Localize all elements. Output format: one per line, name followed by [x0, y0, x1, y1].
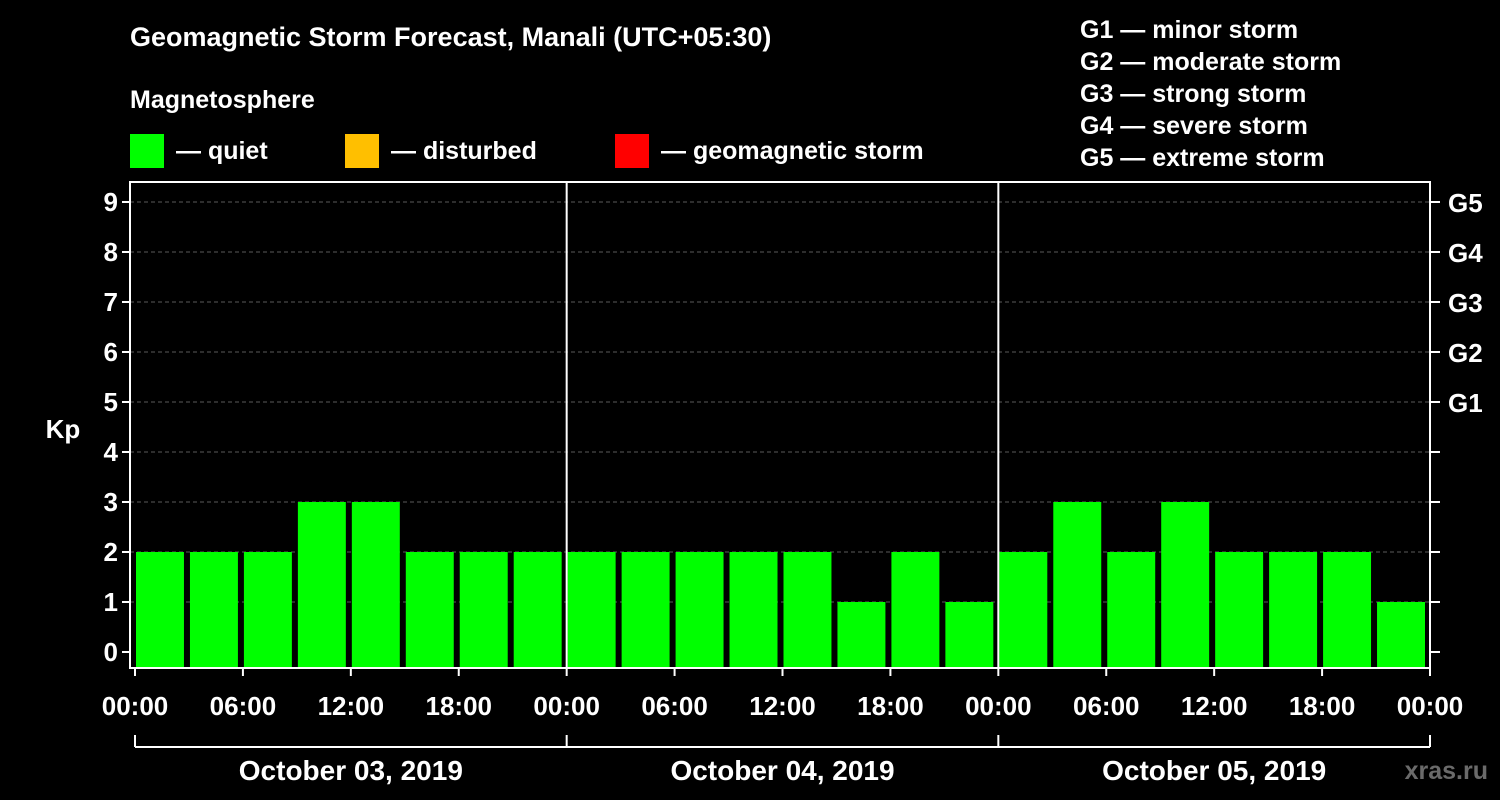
g-scale-g5: G5 — extreme storm: [1080, 144, 1325, 172]
y-tick-label: 3: [104, 487, 118, 517]
g-axis-label: G4: [1448, 238, 1483, 268]
legend-storm-label: — geomagnetic storm: [661, 136, 924, 165]
x-tick-label: 18:00: [1289, 691, 1356, 721]
kp-bar: [1323, 552, 1372, 668]
g-scale-legend: G1 — minor storm G2 — moderate storm G3 …: [1080, 14, 1341, 174]
kp-bar: [999, 552, 1048, 668]
x-tick-label: 06:00: [210, 691, 277, 721]
g-axis-label: G1: [1448, 388, 1483, 418]
y-tick-label: 6: [104, 337, 118, 367]
legend-disturbed-swatch: [345, 134, 379, 168]
day-label: October 03, 2019: [239, 755, 463, 786]
y-tick-label: 1: [104, 587, 118, 617]
y-axis-label: Kp: [46, 414, 81, 444]
kp-bar: [621, 552, 670, 668]
x-tick-label: 00:00: [102, 691, 169, 721]
chart-title: Geomagnetic Storm Forecast, Manali (UTC+…: [130, 22, 772, 52]
g-axis-label: G5: [1448, 188, 1483, 218]
kp-bar: [513, 552, 562, 668]
kp-bar: [729, 552, 778, 668]
kp-bar: [297, 502, 346, 668]
magnetosphere-subtitle: Magnetosphere: [130, 86, 315, 114]
kp-bar: [1161, 502, 1210, 668]
legend-quiet-label: — quiet: [176, 136, 268, 165]
x-tick-label: 12:00: [318, 691, 385, 721]
kp-bar: [891, 552, 940, 668]
x-tick-label: 06:00: [1073, 691, 1140, 721]
legend-storm-swatch: [615, 134, 649, 168]
kp-bar: [459, 552, 508, 668]
y-tick-label: 9: [104, 187, 118, 217]
y-tick-label: 7: [104, 287, 118, 317]
x-tick-label: 00:00: [1397, 691, 1464, 721]
kp-bar: [1215, 552, 1264, 668]
kp-bar: [1107, 552, 1156, 668]
kp-bar: [1053, 502, 1102, 668]
kp-bar: [136, 552, 184, 668]
kp-bar: [243, 552, 292, 668]
legend-disturbed: — disturbed: [345, 134, 537, 168]
x-tick-label: 00:00: [965, 691, 1032, 721]
legend-storm: — geomagnetic storm: [615, 134, 924, 168]
g-axis-label: G2: [1448, 338, 1483, 368]
legend-quiet: — quiet: [130, 134, 268, 168]
legend-quiet-swatch: [130, 134, 164, 168]
x-tick-label: 06:00: [641, 691, 708, 721]
kp-bar: [675, 552, 724, 668]
day-label: October 04, 2019: [670, 755, 894, 786]
y-tick-label: 0: [104, 637, 118, 667]
kp-bar: [945, 602, 994, 668]
x-tick-label: 00:00: [533, 691, 600, 721]
x-tick-label: 18:00: [857, 691, 924, 721]
x-tick-label: 18:00: [426, 691, 493, 721]
kp-bar: [405, 552, 454, 668]
x-tick-label: 12:00: [749, 691, 816, 721]
watermark: xras.ru: [1404, 757, 1488, 785]
y-tick-label: 4: [104, 437, 119, 467]
g-axis-label: G3: [1448, 288, 1483, 318]
kp-bar: [783, 552, 832, 668]
kp-bar: [1377, 602, 1425, 668]
kp-bar: [567, 552, 616, 668]
g-scale-g3: G3 — strong storm: [1080, 80, 1307, 108]
g-scale-g1: G1 — minor storm: [1080, 16, 1299, 44]
kp-bar: [1269, 552, 1318, 668]
g-scale-g2: G2 — moderate storm: [1080, 48, 1342, 76]
plot-frame: [129, 181, 1431, 669]
x-tick-label: 12:00: [1181, 691, 1248, 721]
y-tick-label: 5: [104, 387, 118, 417]
y-tick-label: 2: [104, 537, 118, 567]
g-scale-g4: G4 — severe storm: [1080, 112, 1308, 140]
legend-disturbed-label: — disturbed: [391, 136, 537, 165]
kp-bar: [837, 602, 886, 668]
kp-bar: [189, 552, 238, 668]
kp-bar: [351, 502, 400, 668]
day-label: October 05, 2019: [1102, 755, 1326, 786]
y-tick-label: 8: [104, 237, 118, 267]
